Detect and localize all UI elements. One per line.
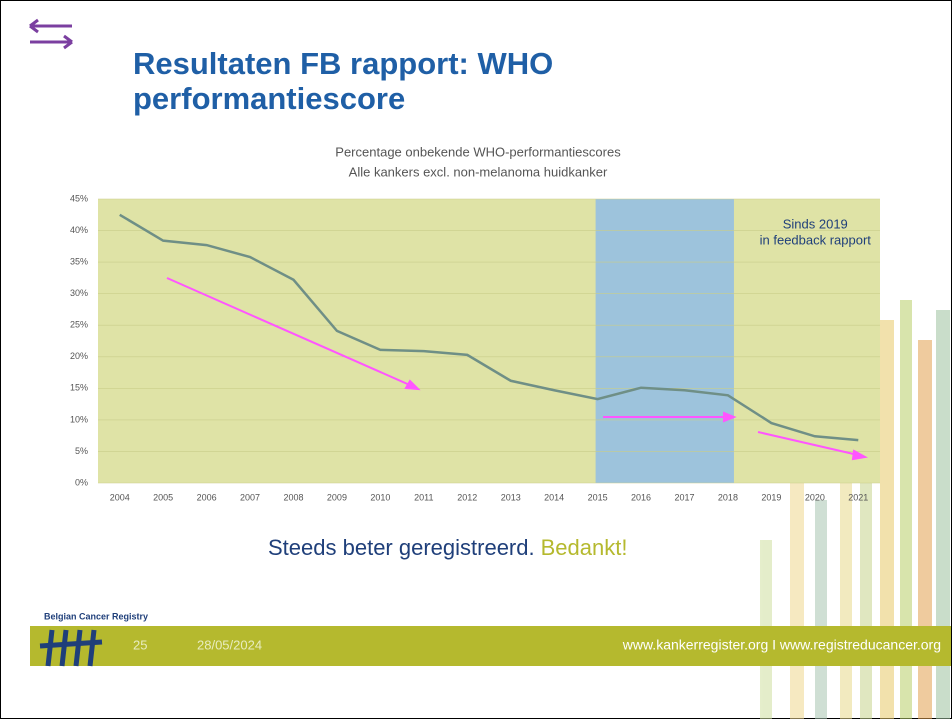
logo [39,629,103,667]
chart-title: Percentage onbekende WHO-performantiesco… [335,144,621,159]
x-tick-label: 2016 [631,492,651,502]
x-tick-label: 2011 [414,492,433,502]
message-accent: Bedankt! [541,535,628,560]
y-tick-label: 30% [70,288,88,298]
y-tick-label: 25% [70,320,88,330]
plot: 0% 5% 10% 15% 20% 25% 30% 35% 40% 45% 2004 2005 2006… [70,193,880,502]
x-tick-label: 2018 [718,492,738,502]
x-tick-label: 2005 [153,492,173,502]
x-tick-label: 2017 [674,492,694,502]
logo-text: Belgian Cancer Registry [44,611,148,621]
message-main: Steeds beter geregistreerd. [268,535,535,560]
chart-subtitle: Alle kankers excl. non-melanoma huidkank… [349,164,608,179]
y-tick-label: 10% [70,414,88,424]
x-tick-label: 2010 [370,492,390,502]
x-tick-label: 2014 [544,492,564,502]
x-tick-label: 2009 [327,492,347,502]
footer-links: www.kankerregister.org I www.registreduc… [622,637,941,653]
slide-title: performantiescore [133,81,405,116]
annotation: Sinds 2019 [783,216,848,231]
y-tick-label: 40% [70,225,88,235]
x-tick-label: 2007 [240,492,260,502]
y-tick-label: 5% [75,446,88,456]
data-line [119,213,859,442]
x-tick-label: 2020 [805,492,825,502]
x-tick-label: 2012 [457,492,477,502]
slide-title: Resultaten FB rapport: WHO [133,46,553,81]
nav-icon [29,18,73,50]
x-tick-label: 2015 [588,492,608,502]
message: Steeds beter geregistreerd. Bedankt! [268,535,627,560]
x-tick-label: 2006 [197,492,217,502]
x-tick-label: 2004 [110,492,130,502]
y-tick-label: 35% [70,256,88,266]
x-tick-label: 2013 [501,492,521,502]
x-tick-label: 2019 [761,492,781,502]
y-tick-label: 15% [70,383,88,393]
trend-arrows [166,277,869,461]
plot-background [98,199,880,483]
highlight-band [595,199,734,483]
page-number: 25 [133,637,147,652]
y-tick-label: 0% [75,477,88,487]
footer-bar [30,626,951,666]
annotation: in feedback rapport [760,232,872,247]
x-tick-label: 2008 [283,492,303,502]
date: 28/05/2024 [197,637,262,652]
y-tick-label: 45% [70,193,88,203]
x-tick-label: 2021 [848,492,868,502]
y-tick-label: 20% [70,351,88,361]
